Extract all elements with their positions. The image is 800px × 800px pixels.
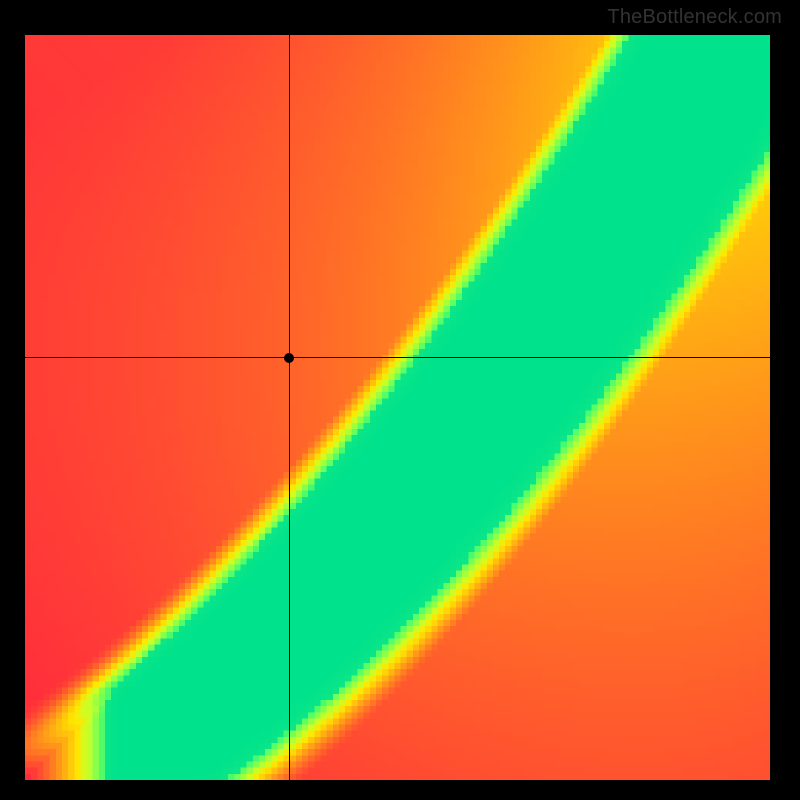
bottleneck-heatmap [25, 35, 770, 780]
watermark-text: TheBottleneck.com [607, 6, 782, 29]
crosshair-vertical [289, 35, 290, 780]
crosshair-horizontal [25, 357, 770, 358]
chart-container: TheBottleneck.com [0, 0, 800, 800]
crosshair-marker [284, 353, 294, 363]
